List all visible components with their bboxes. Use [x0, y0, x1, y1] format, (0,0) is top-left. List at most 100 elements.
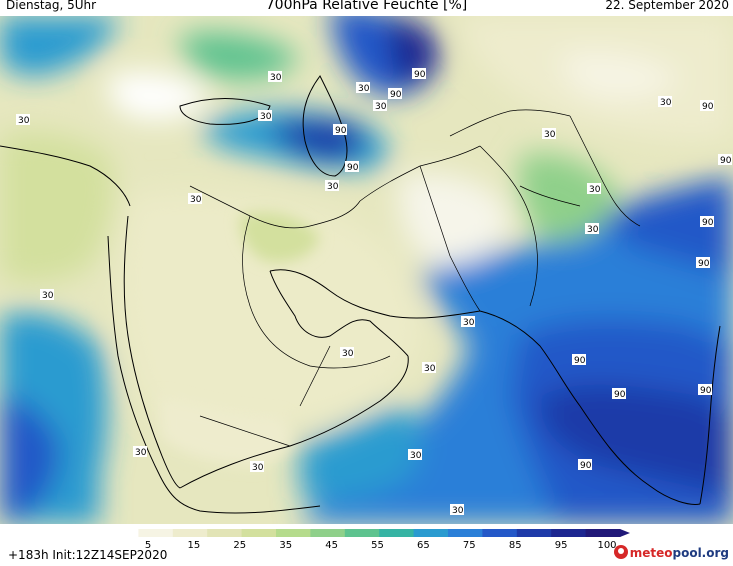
- svg-text:90: 90: [720, 156, 732, 166]
- svg-text:30: 30: [424, 364, 436, 374]
- svg-text:30: 30: [342, 349, 354, 359]
- colorbar-segment: [482, 529, 518, 537]
- svg-text:30: 30: [18, 116, 30, 126]
- colorbar-arrow: [620, 529, 630, 537]
- colorbar-segment: [207, 529, 243, 537]
- contour-label: 30: [585, 223, 599, 235]
- svg-text:30: 30: [463, 318, 475, 328]
- colorbar-tick-label: 5: [145, 540, 151, 548]
- svg-text:30: 30: [270, 73, 282, 83]
- colorbar-tick-label: 95: [555, 540, 568, 548]
- colorbar-tick-label: 100: [597, 540, 616, 548]
- colorbar-tick-label: 85: [509, 540, 522, 548]
- colorbar-tick-label: 35: [279, 540, 292, 548]
- contour-label: 30: [658, 96, 672, 108]
- contour-label: 90: [612, 388, 626, 400]
- svg-text:30: 30: [358, 84, 370, 94]
- contour-label: 90: [700, 100, 714, 112]
- svg-text:90: 90: [614, 390, 626, 400]
- colorbar-segment: [585, 529, 621, 537]
- humidity-map: 30 30 30 90 30 90 30 90 30 90 30 30 90 9…: [0, 16, 733, 524]
- colorbar-segment: [310, 529, 346, 537]
- contour-label: 90: [333, 124, 347, 136]
- svg-text:30: 30: [252, 463, 264, 473]
- contour-label: 90: [700, 216, 714, 228]
- map-title: 700hPa Relative Feuchte [%]: [265, 0, 468, 13]
- svg-text:90: 90: [698, 259, 710, 269]
- run-info: +183h Init:12Z14SEP2020: [8, 548, 168, 562]
- humidity-field: [0, 16, 733, 524]
- colorbar-segment: [516, 529, 552, 537]
- contour-label: 30: [16, 114, 30, 126]
- contour-label: 30: [188, 193, 202, 205]
- contour-label: 30: [40, 289, 54, 301]
- svg-text:90: 90: [702, 218, 714, 228]
- contour-label: 90: [718, 154, 732, 166]
- svg-text:90: 90: [574, 356, 586, 366]
- svg-text:90: 90: [414, 70, 426, 80]
- contour-labels: 30 30 30 90 30 90 30 90 30 90 30 30 90 9…: [16, 68, 732, 461]
- meteopool-logo[interactable]: meteopool.org: [613, 545, 729, 560]
- colorbar-segment: [104, 529, 139, 537]
- contour-label: 90: [698, 384, 712, 396]
- svg-text:30: 30: [260, 112, 272, 122]
- colorbar-segment: [448, 529, 483, 537]
- contour-label: 30: [268, 71, 282, 83]
- contour-label: 90: [696, 257, 710, 269]
- colorbar-tick-label: 65: [417, 540, 430, 548]
- svg-text:30: 30: [660, 98, 672, 108]
- svg-text:90: 90: [702, 102, 714, 112]
- header: Dienstag, 5Uhr 700hPa Relative Feuchte […: [0, 0, 733, 16]
- colorbar-tick-label: 75: [463, 540, 476, 548]
- contour-label: 30: [258, 110, 272, 122]
- contour-labels-extra: 30 90 30: [250, 459, 592, 516]
- footer: 5 15 25 35 45 55 65 75 85 95 100 +183h Init:12Z14S…: [0, 524, 733, 566]
- svg-text:30: 30: [375, 102, 387, 112]
- contour-label: 30: [542, 128, 556, 140]
- svg-text:90: 90: [335, 126, 347, 136]
- svg-text:30: 30: [42, 291, 54, 301]
- contour-label: 30: [133, 446, 147, 458]
- contour-label: 30: [461, 316, 475, 328]
- contour-label: 90: [412, 68, 426, 80]
- contour-label: 30: [587, 183, 601, 195]
- meteopool-logo-icon: [613, 545, 628, 559]
- svg-text:90: 90: [347, 163, 359, 173]
- contour-label: 30: [356, 82, 370, 94]
- colorbar-tick-label: 25: [233, 540, 246, 548]
- contour-label: 90: [345, 161, 359, 173]
- svg-text:30: 30: [190, 195, 202, 205]
- contour-label: 30: [373, 100, 387, 112]
- svg-text:30: 30: [135, 448, 147, 458]
- colorbar-tick-label: 45: [325, 540, 338, 548]
- coastlines: [0, 75, 721, 514]
- svg-text:30: 30: [587, 225, 599, 235]
- colorbar-segment: [413, 529, 449, 537]
- colorbar-segment: [172, 529, 208, 537]
- contour-label: 90: [572, 354, 586, 366]
- contour-label: 90: [388, 88, 402, 100]
- forecast-date: 22. September 2020: [605, 0, 729, 12]
- svg-text:30: 30: [410, 451, 422, 461]
- svg-text:30: 30: [544, 130, 556, 140]
- contour-label: 30: [250, 461, 264, 473]
- colorbar-segment: [241, 529, 277, 537]
- contour-label: 30: [408, 449, 422, 461]
- contour-label: 30: [325, 180, 339, 192]
- contour-label: 30: [422, 362, 436, 374]
- colorbar-segment: [551, 529, 587, 537]
- svg-text:30: 30: [589, 185, 601, 195]
- svg-text:30: 30: [452, 506, 464, 516]
- colorbar-segment: [344, 529, 380, 537]
- contour-label: 30: [340, 347, 354, 359]
- contour-label: 90: [578, 459, 592, 471]
- colorbar-segment: [276, 529, 311, 537]
- colorbar: 5 15 25 35 45 55 65 75 85 95 100: [104, 529, 630, 548]
- forecast-day-time: Dienstag, 5Uhr: [6, 0, 97, 12]
- svg-text:90: 90: [390, 90, 402, 100]
- svg-text:90: 90: [580, 461, 592, 471]
- colorbar-segment: [379, 529, 415, 537]
- colorbar-segment: [138, 529, 174, 537]
- contour-label: 30: [450, 504, 464, 516]
- colorbar-tick-label: 15: [188, 540, 201, 548]
